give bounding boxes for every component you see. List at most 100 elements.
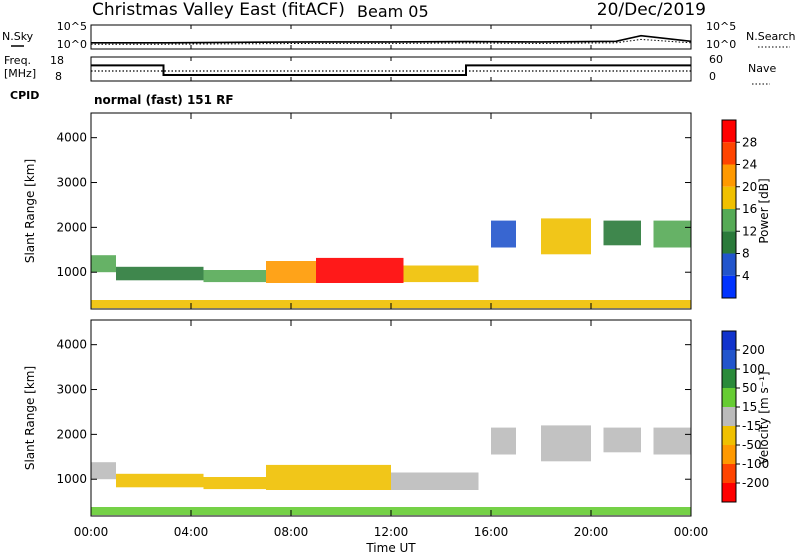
velocity-cbar-tick-label-5: -50	[742, 438, 762, 452]
power-data	[91, 218, 691, 309]
n-search-label: N.Search	[746, 30, 796, 43]
time-tick-label-1: 04:00	[174, 525, 209, 539]
power-cell-2	[203, 270, 266, 283]
velocity-cbar-frame	[721, 330, 737, 503]
noise-lines	[91, 34, 692, 45]
velocity-cbar-swatch-4	[722, 407, 736, 426]
velocity-cell-6	[541, 425, 591, 462]
time-axis: 00:00 04:00 08:00 12:00 16:00 20:00 00:00	[74, 25, 709, 539]
velocity-cbar-tick-label-6: -100	[742, 457, 769, 471]
velocity-cbar-tick-label-1: 100	[742, 362, 765, 376]
velocity-data	[91, 425, 691, 516]
velocity-cbar-swatch-8	[722, 483, 736, 502]
power-cbar-swatch-1	[722, 142, 736, 165]
velocity-cbar-swatch-2	[722, 369, 736, 388]
power-cbar-swatch-5	[722, 231, 736, 254]
velocity-colorbar-label: Velocity [m s⁻¹]	[757, 371, 771, 464]
frequency-series	[91, 64, 691, 76]
velocity-ytick-label-1: 2000	[56, 427, 87, 441]
noise-left-tick-high: 10^5	[57, 20, 87, 33]
nave-tick-low: 0	[709, 70, 716, 83]
power-cbar-swatch-2	[722, 164, 736, 187]
power-colorbar: 28 24 20 16 12 8 4	[721, 119, 757, 299]
time-tick-label-4: 16:00	[474, 525, 509, 539]
velocity-cell-8	[653, 427, 691, 455]
power-cbar-swatch-7	[722, 275, 736, 299]
velocity-cell-0	[91, 462, 116, 480]
velocity-cbar-swatch-3	[722, 388, 736, 407]
velocity-y-axis: 1000 2000 3000 4000	[56, 338, 691, 486]
velocity-ytick-label-2: 3000	[56, 383, 87, 397]
power-cell-8	[603, 220, 641, 246]
velocity-cbar-tick-label-7: -200	[742, 476, 769, 490]
time-tick-label-6: 00:00	[674, 525, 709, 539]
power-ytick-label-1: 2000	[56, 220, 87, 234]
velocity-cell-1	[116, 473, 204, 488]
velocity-cbar-swatch-1	[722, 350, 736, 369]
power-cell-6	[491, 220, 516, 248]
power-cbar-tick-label-0: 28	[742, 135, 757, 149]
velocity-cbar-swatch-6	[722, 445, 736, 464]
velocity-cbar-tick-label-2: 50	[742, 381, 757, 395]
velocity-cell-5	[491, 427, 516, 455]
power-cell-9	[653, 220, 691, 248]
n-search-series	[91, 38, 692, 45]
beam-label: Beam 05	[357, 2, 429, 21]
power-ytick-label-3: 4000	[56, 131, 87, 145]
power-ytick-label-2: 3000	[56, 176, 87, 190]
freq-tick-low: 8	[55, 70, 62, 83]
nave-tick-high: 60	[709, 53, 723, 66]
freq-tick-high: 18	[50, 54, 64, 67]
power-cbar-swatch-6	[722, 253, 736, 276]
power-cbar-swatch-3	[722, 186, 736, 210]
power-cell-1	[116, 266, 204, 281]
velocity-cbar-tick-label-4: -15	[742, 419, 762, 433]
velocity-cbar-tick-label-0: 200	[742, 343, 765, 357]
time-tick-label-3: 12:00	[374, 525, 409, 539]
cpid-label: CPID	[10, 89, 39, 102]
power-ylabel: Slant Range [km]	[23, 159, 37, 263]
freq-lines	[91, 64, 691, 76]
power-ytick-label-0: 1000	[56, 265, 87, 279]
power-cell-3	[266, 261, 316, 283]
velocity-cbar-swatch-7	[722, 464, 736, 483]
velocity-cell-3	[266, 464, 391, 490]
velocity-colorbar: 200 100 50 15 -15 -50 -100 -200	[721, 330, 769, 503]
time-tick-label-2: 08:00	[274, 525, 309, 539]
power-cbar-swatch-0	[722, 120, 736, 143]
n-sky-label: N.Sky	[2, 30, 34, 43]
station-title: Christmas Valley East (fitACF)	[92, 0, 345, 20]
noise-right-tick-low: 10^0	[706, 38, 736, 51]
velocity-cell-2	[203, 477, 266, 490]
noise-left-tick-low: 10^0	[57, 38, 87, 51]
power-cbar-tick-label-1: 24	[742, 158, 757, 172]
freq-label-line2: [MHz]	[4, 67, 36, 80]
power-cbar-tick-label-4: 12	[742, 224, 757, 238]
velocity-ytick-label-3: 4000	[56, 338, 87, 352]
velocity-ytick-label-0: 1000	[56, 472, 87, 486]
noise-right-tick-high: 10^5	[706, 20, 736, 33]
time-tick-label-5: 20:00	[574, 525, 609, 539]
velocity-cell-4	[391, 472, 479, 490]
velocity-cbar-swatch-5	[722, 426, 736, 445]
power-cell-4	[316, 257, 404, 283]
n-sky-series	[91, 34, 692, 44]
cpid-text: normal (fast) 151 RF	[94, 93, 234, 107]
power-cbar-tick-label-6: 4	[742, 269, 750, 283]
power-cbar-tick-label-3: 16	[742, 202, 757, 216]
time-axis-label: Time UT	[365, 541, 416, 554]
nave-label: Nave	[748, 62, 776, 75]
power-cell-5	[403, 265, 479, 283]
time-tick-label-0: 00:00	[74, 525, 109, 539]
power-cbar-tick-label-5: 8	[742, 247, 750, 261]
velocity-cell-7	[603, 427, 641, 453]
power-cbar-tick-label-2: 20	[742, 180, 757, 194]
freq-label-line1: Freq.	[4, 54, 31, 67]
power-colorbar-label: Power [dB]	[757, 178, 771, 243]
date-label: 20/Dec/2019	[597, 0, 706, 20]
power-cbar-swatch-4	[722, 209, 736, 232]
power-cell-0	[91, 255, 116, 273]
power-cell-7	[541, 218, 591, 255]
velocity-ylabel: Slant Range [km]	[23, 366, 37, 470]
